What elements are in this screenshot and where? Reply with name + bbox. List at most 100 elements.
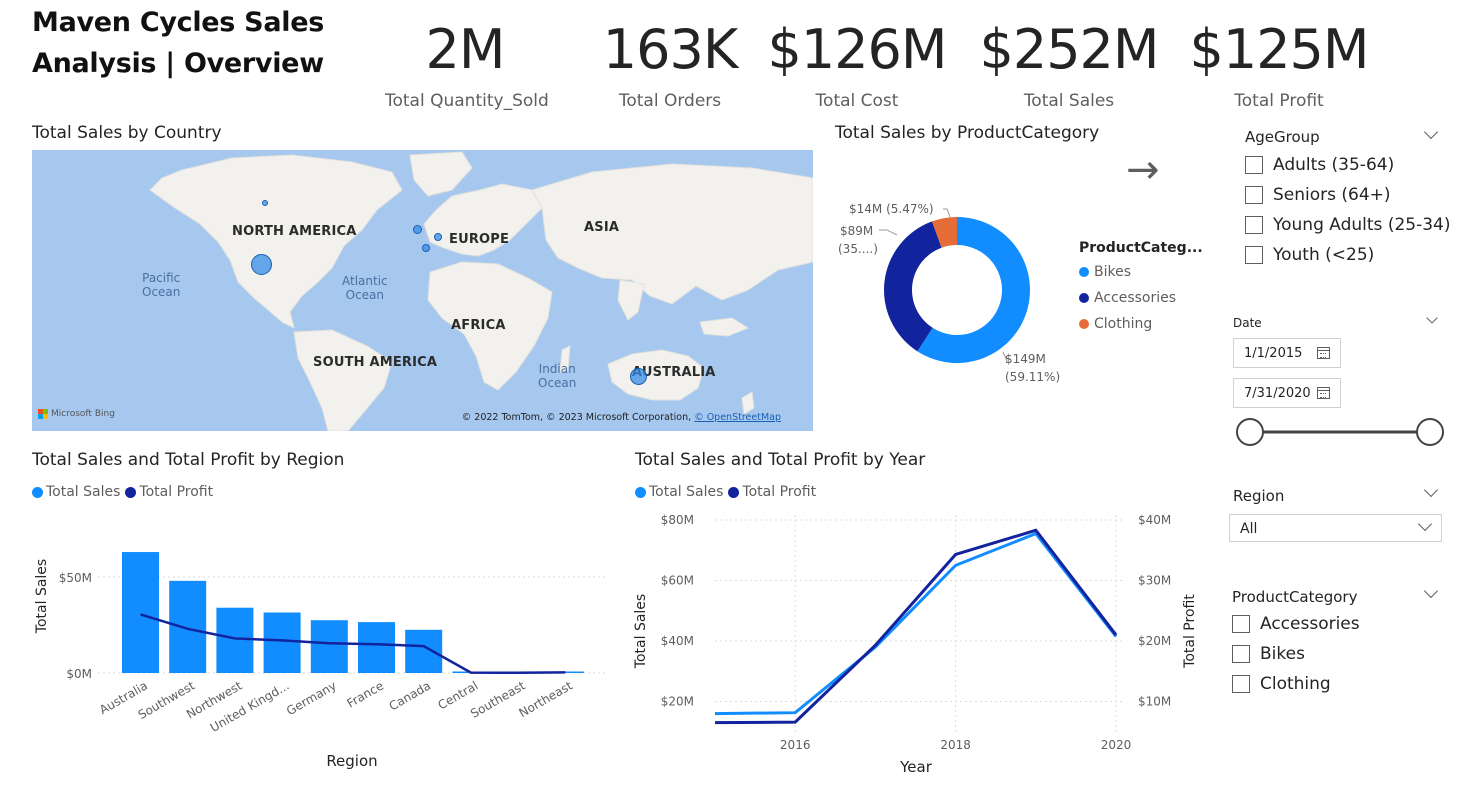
- bar-united-kingd-[interactable]: [263, 612, 301, 673]
- option-label: Clothing: [1260, 674, 1331, 694]
- bing-attribution: Microsoft Bing: [38, 409, 115, 419]
- productcategory-option[interactable]: Accessories: [1232, 614, 1360, 634]
- slider-handle-end[interactable]: [1416, 418, 1444, 446]
- map-bubble-germany[interactable]: [434, 233, 442, 241]
- map-bubble-australia[interactable]: [630, 368, 647, 385]
- legend-dot-icon: [728, 486, 740, 498]
- donut-legend-accessories[interactable]: Accessories: [1079, 290, 1203, 306]
- map-bubble-france[interactable]: [422, 244, 430, 252]
- kpi-card-orders: 163K Total Orders: [595, 22, 745, 112]
- donut-legend: ProductCateg... Bikes Accessories Clothi…: [1079, 240, 1203, 332]
- checkbox[interactable]: [1232, 675, 1250, 693]
- region-x-axis-title: Region: [326, 752, 377, 770]
- region-y-axis-title: Total Sales: [34, 559, 50, 634]
- bar-northeast[interactable]: [546, 671, 584, 674]
- checkbox[interactable]: [1232, 615, 1250, 633]
- legend-label-total-profit[interactable]: Total Profit: [139, 484, 214, 500]
- year-x-axis-title: Year: [899, 758, 933, 776]
- chevron-down-icon[interactable]: [1423, 124, 1439, 140]
- region-chart-legend: Total Sales Total Profit: [32, 484, 213, 500]
- region-chart[interactable]: $50M $0M Total Sales Region AustraliaSou…: [28, 510, 618, 780]
- map-label-africa: AFRICA: [451, 318, 506, 333]
- productcategory-option[interactable]: Bikes: [1232, 644, 1360, 664]
- productcategory-option[interactable]: Clothing: [1232, 674, 1360, 694]
- kpi-value: 2M: [425, 18, 506, 81]
- map-bubble-united-kingdom[interactable]: [413, 225, 422, 234]
- region-dropdown[interactable]: All: [1229, 514, 1442, 542]
- chevron-down-icon[interactable]: [1426, 312, 1438, 324]
- kpi-label: Total Sales: [1023, 91, 1115, 111]
- sales-map[interactable]: NORTH AMERICA EUROPE ASIA AFRICA SOUTH A…: [32, 150, 813, 431]
- legend-label-total-profit[interactable]: Total Profit: [742, 484, 817, 500]
- checkbox[interactable]: [1245, 246, 1263, 264]
- donut-label-clothing: $14M (5.47%): [849, 202, 934, 216]
- calendar-icon[interactable]: [1317, 387, 1330, 399]
- y-tick-label-left: $80M: [661, 513, 694, 527]
- bar-australia[interactable]: [122, 552, 159, 673]
- kpi-card-profit: $125M Total Profit: [1187, 18, 1371, 112]
- kpi-value: $125M: [1189, 18, 1369, 81]
- donut-slice-accessories[interactable]: [884, 221, 942, 352]
- legend-label-total-sales[interactable]: Total Sales: [46, 484, 121, 500]
- bar-france[interactable]: [358, 622, 395, 673]
- option-label: Accessories: [1260, 614, 1360, 634]
- option-label: Youth (<25): [1273, 245, 1375, 265]
- kpi-value: $252M: [979, 18, 1159, 81]
- y-tick-label-right: $30M: [1138, 574, 1171, 588]
- leader-line-clothing: [943, 208, 951, 218]
- calendar-icon[interactable]: [1317, 347, 1330, 359]
- y-tick-label-left: $60M: [661, 574, 694, 588]
- slider-handle-start[interactable]: [1236, 418, 1264, 446]
- date-start-input[interactable]: 1/1/2015: [1233, 338, 1341, 368]
- checkbox[interactable]: [1245, 156, 1263, 174]
- checkbox[interactable]: [1232, 645, 1250, 663]
- legend-dot-icon: [1079, 293, 1089, 303]
- x-tick-label: Canada: [387, 678, 434, 713]
- date-range-slider[interactable]: [1230, 415, 1450, 449]
- year-y-axis-title-left: Total Sales: [633, 594, 649, 669]
- donut-legend-clothing[interactable]: Clothing: [1079, 316, 1203, 332]
- checkbox[interactable]: [1245, 186, 1263, 204]
- bar-germany[interactable]: [310, 620, 348, 673]
- map-label-south-america: SOUTH AMERICA: [313, 355, 438, 370]
- kpi-label: Total Profit: [1234, 91, 1324, 111]
- donut-chart[interactable]: $14M (5.47%) $89M (35....) $149M (59.11%…: [835, 195, 1075, 395]
- bar-southwest[interactable]: [169, 580, 207, 673]
- openstreetmap-link[interactable]: © OpenStreetMap: [694, 412, 781, 423]
- donut-legend-bikes[interactable]: Bikes: [1079, 264, 1203, 280]
- profit-line[interactable]: [714, 528, 1118, 725]
- x-tick-label: United Kingd...: [208, 678, 292, 734]
- legend-label: Bikes: [1094, 264, 1132, 280]
- kpi-label: Total Orders: [618, 91, 722, 111]
- agegroup-option[interactable]: Seniors (64+): [1245, 185, 1450, 205]
- checkbox[interactable]: [1245, 216, 1263, 234]
- bar-canada[interactable]: [405, 629, 443, 673]
- year-chart[interactable]: $80M $40M $60M $30M $40M $20M $20M $10M 2016 2018…: [630, 505, 1210, 785]
- sales-line[interactable]: [714, 531, 1118, 716]
- chevron-down-icon[interactable]: [1423, 583, 1439, 599]
- date-end-input[interactable]: 7/31/2020: [1233, 378, 1341, 408]
- legend-dot-icon: [125, 486, 137, 498]
- bing-label: Microsoft Bing: [51, 409, 115, 419]
- microsoft-logo-icon: [38, 409, 48, 419]
- map-label-europe: EUROPE: [449, 232, 510, 247]
- agegroup-option[interactable]: Adults (35-64): [1245, 155, 1450, 175]
- ocean-label-atlantic: Atlantic Ocean: [342, 274, 388, 302]
- profit-line[interactable]: [140, 613, 566, 675]
- map-copyright: © 2022 TomTom, © 2023 Microsoft Corporat…: [462, 412, 781, 423]
- donut-slice-clothing[interactable]: [932, 217, 957, 248]
- agegroup-option[interactable]: Youth (<25): [1245, 245, 1450, 265]
- x-tick-label: Northeast: [516, 678, 575, 720]
- map-label-north-america: NORTH AMERICA: [232, 224, 357, 239]
- map-bubble-canada[interactable]: [262, 200, 268, 206]
- region-dropdown-value: All: [1240, 521, 1258, 537]
- donut-slice-bikes[interactable]: [917, 217, 1030, 363]
- agegroup-option[interactable]: Young Adults (25-34): [1245, 215, 1450, 235]
- legend-label-total-sales[interactable]: Total Sales: [649, 484, 724, 500]
- donut-title: Total Sales by ProductCategory: [835, 123, 1100, 143]
- chevron-down-icon[interactable]: [1423, 482, 1439, 498]
- map-bubble-united-states[interactable]: [251, 254, 272, 275]
- bar-northwest[interactable]: [216, 607, 254, 673]
- page-title-line-1: Maven Cycles Sales: [32, 7, 324, 38]
- arrow-right-icon[interactable]: →: [1126, 147, 1160, 193]
